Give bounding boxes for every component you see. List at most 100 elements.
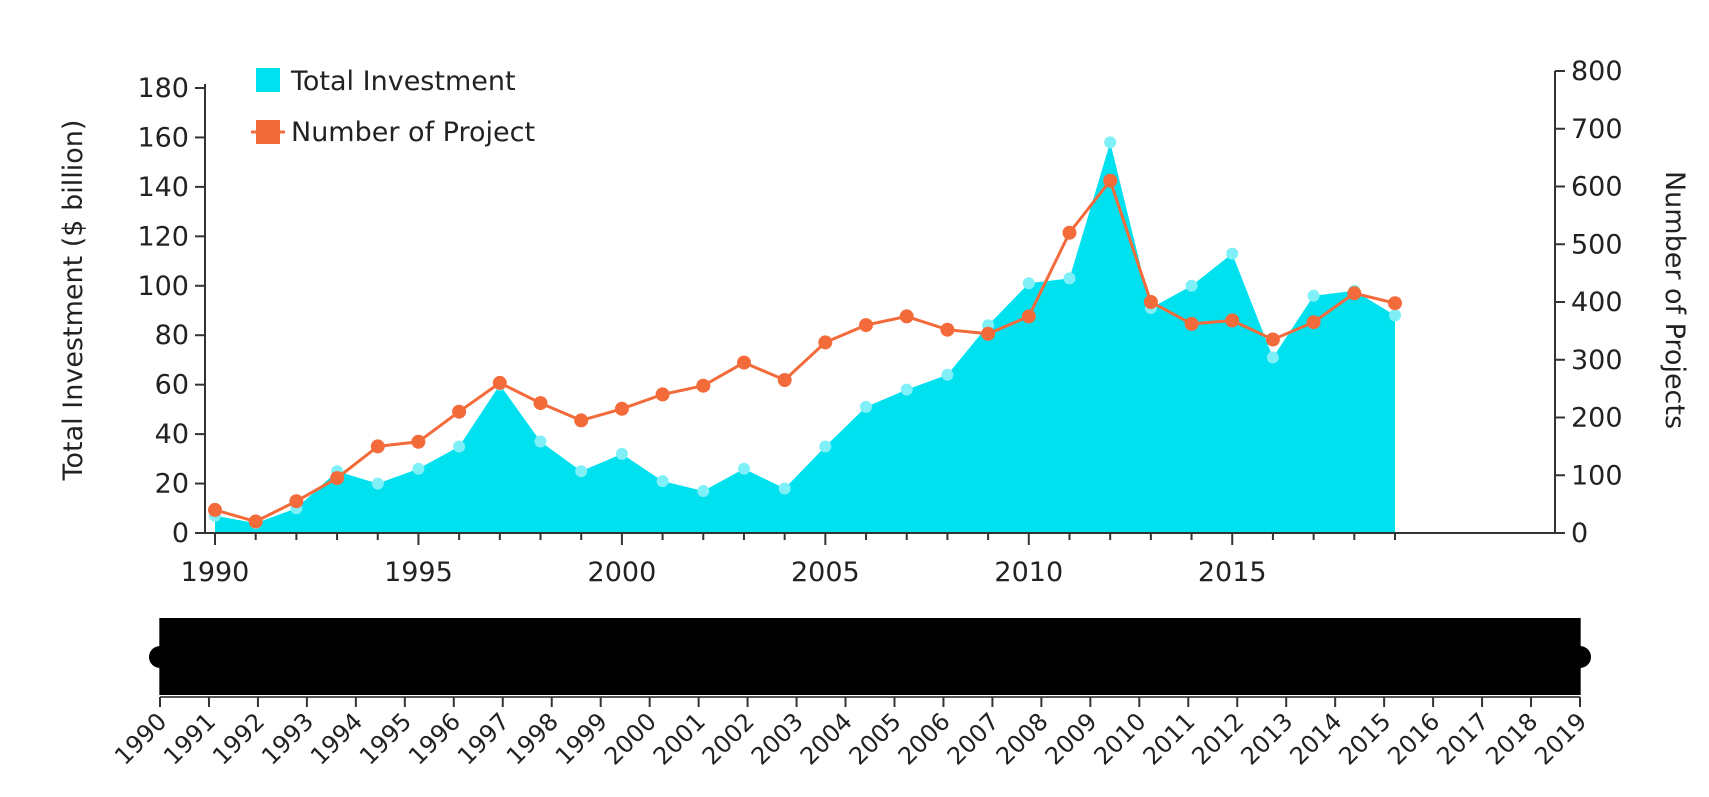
timeline-tick-label: 2000 [599,707,662,770]
timeline-tick-label: 2012 [1186,707,1249,770]
number-of-project-point [940,322,955,337]
timeline-tick-label: 2010 [1089,707,1152,770]
number-of-project-point [492,375,507,390]
timeline-tick-label: 1992 [207,707,270,770]
left-axis-title: Total Investment ($ billion) [58,120,89,482]
total-investment-point [941,368,954,381]
left-tick-label: 20 [155,469,189,500]
x-tick-label: 2015 [1198,557,1267,588]
left-tick-label: 80 [155,320,189,351]
total-investment-point [534,435,547,448]
timeline-end-handle[interactable] [1569,646,1591,668]
number-of-project-point [1347,286,1362,301]
timeline-start-handle[interactable] [149,646,171,668]
total-investment-point [1226,247,1239,260]
timeline-tick-label: 1997 [452,707,515,770]
right-tick-label: 0 [1571,518,1588,549]
timeline-tick-label: 2008 [991,707,1054,770]
timeline-tick-label: 2015 [1333,707,1396,770]
timeline-tick-label: 1994 [305,707,368,770]
right-tick-label: 200 [1571,403,1623,434]
number-of-project-point [614,401,629,416]
total-investment-point [575,465,588,478]
number-of-project-point [411,434,426,449]
right-tick-label: 400 [1571,287,1623,318]
number-of-project-point [696,378,711,393]
axes-layer: 0 20 40 60 80 100 120 140 160 180 0 100 200 300 400 500… [137,56,1622,588]
total-investment-point [819,440,832,453]
total-investment-point [697,485,710,497]
right-tick-label: 100 [1571,460,1623,491]
legend: Total Investment Number of Project [251,66,535,148]
left-tick-label: 0 [172,518,189,549]
timeline-tick-label: 1999 [550,707,613,770]
timeline-tick-label: 2018 [1480,707,1543,770]
left-tick-label: 180 [137,73,189,104]
number-of-project-point [1184,316,1199,331]
total-investment-point [778,482,791,495]
timeline-tick-label: 2013 [1235,707,1298,770]
right-tick-label: 700 [1571,114,1623,145]
number-of-project-point [452,404,467,419]
number-of-project-point [1306,315,1321,330]
total-investment-area [215,142,1395,533]
right-tick-label: 600 [1571,172,1623,203]
x-tick-label: 1995 [384,557,453,588]
number-of-project-point [655,387,670,402]
number-of-project-point [248,514,263,529]
number-of-project-point [574,413,589,428]
number-of-project-point [899,309,914,324]
number-of-project-point [330,471,345,486]
timeline-tick-label: 2016 [1382,707,1445,770]
timeline-tick-label: 2014 [1284,707,1347,770]
timeline-tick-label: 1998 [501,707,564,770]
timeline-tick-label: 2001 [648,707,711,770]
total-investment-point [1307,289,1320,302]
x-tick-label: 1990 [181,557,250,588]
number-of-project-point [1388,296,1402,311]
timeline-tick-label: 2006 [893,707,956,770]
total-investment-point [1063,272,1076,285]
legend-label-number-of-project: Number of Project [291,117,535,148]
x-tick-label: 2005 [791,557,860,588]
number-of-project-point [1021,309,1036,324]
timeline-tick-label: 1995 [354,707,417,770]
number-of-project-point [981,326,996,341]
number-of-project-point [818,335,833,350]
number-of-project-point [1265,332,1280,347]
right-axis-title: Number of Projects [1659,171,1690,429]
number-of-project-point [289,494,304,509]
legend-label-total-investment: Total Investment [290,66,516,97]
right-tick-label: 300 [1571,345,1623,376]
timeline-tick-label: 2017 [1431,707,1494,770]
right-tick-label: 500 [1571,229,1623,260]
x-tick-label: 2010 [994,557,1063,588]
x-tick-label: 2000 [588,557,657,588]
timeline-tick-label: 2002 [697,707,760,770]
left-tick-label: 40 [155,419,189,450]
timeline-tick-label: 2011 [1138,707,1201,770]
total-investment-point [1022,277,1035,290]
total-investment-point [900,383,913,396]
total-investment-point [860,400,872,413]
timeline-slider[interactable]: 1990199119921993199419951996199719981999… [109,618,1592,770]
left-tick-label: 120 [137,221,189,252]
number-of-project-point [777,373,792,387]
timeline-bar[interactable] [160,618,1580,695]
number-of-project-point [737,355,751,370]
timeline-tick-label: 2005 [844,707,907,770]
left-tick-label: 60 [155,370,189,401]
projects-line-layer [208,173,1402,529]
left-tick-label: 160 [137,122,189,153]
total-investment-point [412,462,425,475]
total-investment-point [615,447,628,460]
total-investment-point [453,440,466,453]
timeline-tick-label: 1991 [158,707,221,770]
left-tick-label: 100 [137,271,189,302]
total-investment-point [371,477,384,490]
timeline-tick-label: 1993 [256,707,319,770]
number-of-project-point [208,502,222,517]
right-tick-label: 800 [1571,56,1623,87]
